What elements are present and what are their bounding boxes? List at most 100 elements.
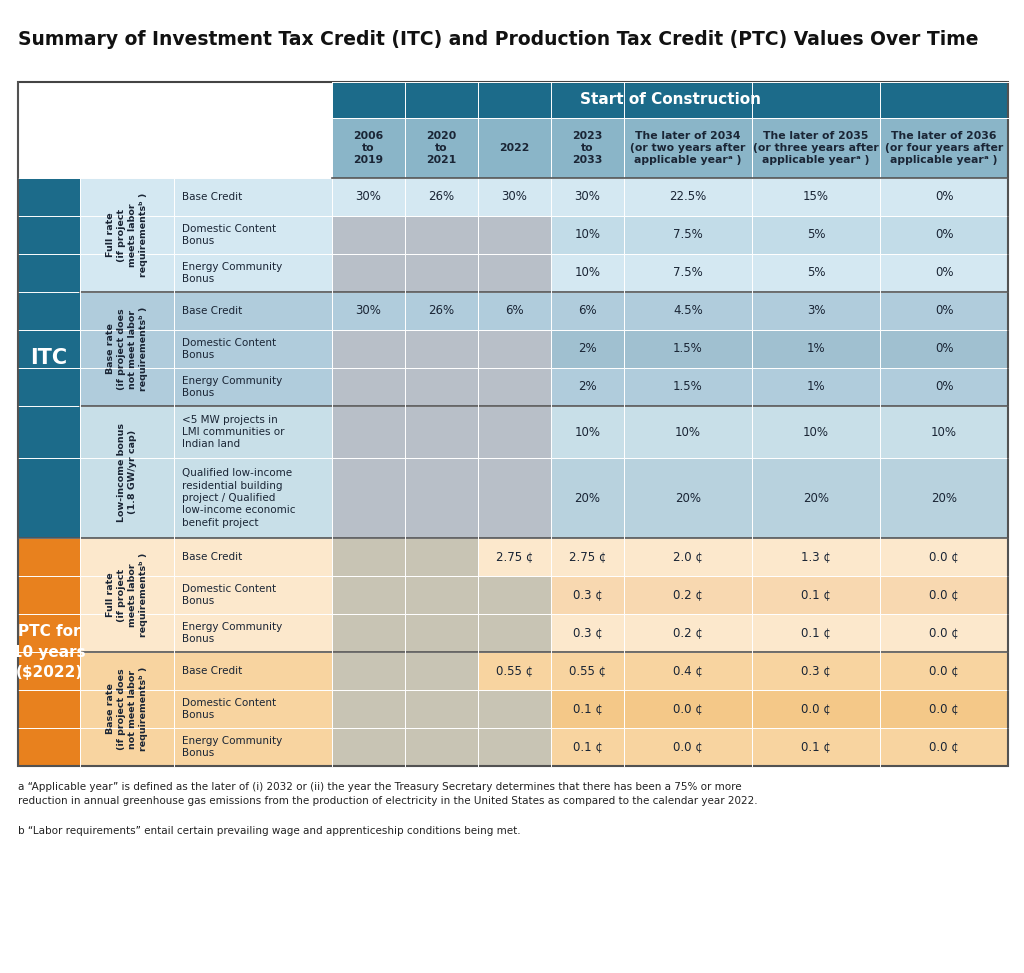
Bar xyxy=(752,576,880,614)
Bar xyxy=(624,652,752,690)
Bar xyxy=(406,292,478,330)
Bar xyxy=(880,538,1008,576)
Bar xyxy=(478,368,551,406)
Text: b “Labor requirements” entail certain prevailing wage and apprenticeship conditi: b “Labor requirements” entail certain pr… xyxy=(18,826,520,836)
Text: 1.5%: 1.5% xyxy=(673,380,702,393)
Bar xyxy=(406,254,478,292)
Text: Base Credit: Base Credit xyxy=(182,666,243,676)
Text: 4.5%: 4.5% xyxy=(673,305,702,317)
Bar xyxy=(880,406,1008,458)
Bar xyxy=(880,576,1008,614)
Bar xyxy=(18,538,80,766)
Text: Summary of Investment Tax Credit (ITC) and Production Tax Credit (PTC) Values Ov: Summary of Investment Tax Credit (ITC) a… xyxy=(18,30,979,49)
Bar xyxy=(880,690,1008,728)
Text: 6%: 6% xyxy=(579,305,597,317)
Bar xyxy=(478,330,551,368)
Text: The later of 2034
(or two years after
applicable yearᵃ ): The later of 2034 (or two years after ap… xyxy=(631,130,745,165)
Bar xyxy=(406,368,478,406)
Text: Domestic Content
Bonus: Domestic Content Bonus xyxy=(182,338,276,360)
Bar xyxy=(880,652,1008,690)
Bar xyxy=(752,254,880,292)
Bar xyxy=(551,330,624,368)
Text: Full rate
(if project
meets labor
requirementsᵇ ): Full rate (if project meets labor requir… xyxy=(105,553,148,637)
Bar xyxy=(174,576,332,614)
Bar xyxy=(332,118,406,178)
Text: 0.2 ¢: 0.2 ¢ xyxy=(673,627,702,639)
Bar xyxy=(624,576,752,614)
Text: 0.3 ¢: 0.3 ¢ xyxy=(572,589,602,601)
Text: 0.0 ¢: 0.0 ¢ xyxy=(929,665,958,677)
Bar xyxy=(332,82,1008,118)
Text: 2.0 ¢: 2.0 ¢ xyxy=(673,551,702,563)
Bar xyxy=(551,728,624,766)
Bar xyxy=(752,292,880,330)
Bar xyxy=(478,614,551,652)
Bar xyxy=(332,368,406,406)
Text: 0.55 ¢: 0.55 ¢ xyxy=(569,665,606,677)
Text: 20%: 20% xyxy=(803,491,829,504)
Text: 0.0 ¢: 0.0 ¢ xyxy=(929,703,958,715)
Bar xyxy=(551,614,624,652)
Text: Base rate
(if project does
not meet labor
requirementsᵇ ): Base rate (if project does not meet labo… xyxy=(105,667,148,751)
Text: 0.1 ¢: 0.1 ¢ xyxy=(572,703,602,715)
Bar xyxy=(624,406,752,458)
Text: 3%: 3% xyxy=(807,305,825,317)
Text: 1.5%: 1.5% xyxy=(673,342,702,355)
Bar xyxy=(332,652,406,690)
Text: 0.0 ¢: 0.0 ¢ xyxy=(929,627,958,639)
Bar xyxy=(406,690,478,728)
Text: 30%: 30% xyxy=(355,305,381,317)
Bar xyxy=(406,614,478,652)
Text: 0.4 ¢: 0.4 ¢ xyxy=(673,665,702,677)
Bar xyxy=(551,292,624,330)
Text: 2.75 ¢: 2.75 ¢ xyxy=(496,551,534,563)
Text: 0%: 0% xyxy=(935,342,953,355)
Bar xyxy=(551,576,624,614)
Bar xyxy=(174,458,332,538)
Bar xyxy=(478,652,551,690)
Bar xyxy=(624,118,752,178)
Bar xyxy=(752,216,880,254)
Bar xyxy=(624,458,752,538)
Bar xyxy=(174,538,332,576)
Bar xyxy=(174,652,332,690)
Bar xyxy=(880,368,1008,406)
Bar xyxy=(174,614,332,652)
Text: 0.3 ¢: 0.3 ¢ xyxy=(572,627,602,639)
Bar xyxy=(406,118,478,178)
Text: 0.1 ¢: 0.1 ¢ xyxy=(572,740,602,753)
Bar xyxy=(406,576,478,614)
Text: 22.5%: 22.5% xyxy=(670,191,707,203)
Text: 10%: 10% xyxy=(574,267,600,279)
Bar xyxy=(406,330,478,368)
Text: 0.55 ¢: 0.55 ¢ xyxy=(496,665,534,677)
Text: a “Applicable year” is defined as the later of (i) 2032 or (ii) the year the Tre: a “Applicable year” is defined as the la… xyxy=(18,782,758,806)
Bar xyxy=(551,458,624,538)
Text: 1%: 1% xyxy=(807,380,825,393)
Bar xyxy=(880,330,1008,368)
Bar xyxy=(174,292,332,330)
Bar xyxy=(406,458,478,538)
Bar xyxy=(80,538,174,652)
Bar xyxy=(174,368,332,406)
Text: Energy Community
Bonus: Energy Community Bonus xyxy=(182,376,283,398)
Bar xyxy=(478,576,551,614)
Bar xyxy=(551,254,624,292)
Bar xyxy=(551,178,624,216)
Bar xyxy=(624,614,752,652)
Bar xyxy=(478,406,551,458)
Bar xyxy=(406,178,478,216)
Bar xyxy=(624,254,752,292)
Text: 0.1 ¢: 0.1 ¢ xyxy=(801,627,830,639)
Text: Energy Community
Bonus: Energy Community Bonus xyxy=(182,262,283,284)
Text: 0.0 ¢: 0.0 ¢ xyxy=(673,740,702,753)
Bar xyxy=(332,406,406,458)
Text: 2%: 2% xyxy=(579,342,597,355)
Text: 0.1 ¢: 0.1 ¢ xyxy=(801,740,830,753)
Text: 10%: 10% xyxy=(675,425,701,439)
Text: Qualified low-income
residential building
project / Qualified
low-income economi: Qualified low-income residential buildin… xyxy=(182,468,296,527)
Bar xyxy=(752,614,880,652)
Text: 7.5%: 7.5% xyxy=(673,229,702,241)
Text: 2020
to
2021: 2020 to 2021 xyxy=(426,130,457,165)
Text: 1%: 1% xyxy=(807,342,825,355)
